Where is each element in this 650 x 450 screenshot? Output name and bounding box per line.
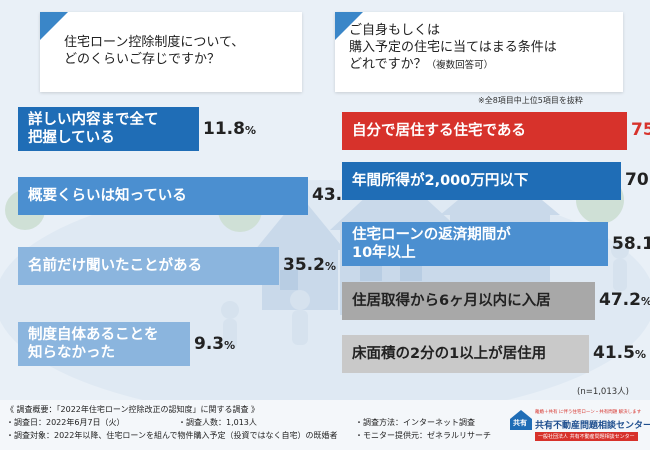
right-question-line3-main: どれですか？ [349,57,427,72]
survey-method: ・調査方法：インターネット調査 [355,418,475,427]
bar-value-label: 58.1% [612,234,650,254]
bar-label: 床面積の2分の1以上が居住用 [352,346,547,362]
question-corner-marker [40,12,68,40]
excerpt-note: ※全8項目中上位5項目を抜粋 [478,96,583,105]
bar-label: 概要くらいは知っている [28,188,187,204]
bar-value-label: 70.2% [625,170,650,190]
survey-overview-title: 《 調査概要：「2022年住宅ローン控除改正の認知度」に関する調査 》 [6,405,260,414]
bar-value-label: 41.5% [593,343,646,363]
left-question-line1: 住宅ローン控除制度について、 [64,35,245,50]
bar-awareness-4 [18,322,190,366]
bar-label: 住宅ローンの返済期間が [352,227,511,243]
bar-label: 年間所得が2,000万円以下 [352,173,529,189]
right-question-line3: どれですか？（複数回答可） [349,56,493,74]
left-question-card: 住宅ローン控除制度について、 どのくらいご存じですか？ [40,12,302,92]
bar-condition-1 [342,112,627,150]
bar-condition-2 [342,162,621,200]
right-question-multi-note: （複数回答可） [426,60,494,71]
right-question-line1: ご自身もしくは [349,23,441,38]
logo-subname: 一般社団法人 共有不動産問題相談センター [535,432,638,441]
sample-size-note: (n=1,013人) [577,387,629,397]
logo-tag: 共有 [513,419,527,427]
bar-value-label: 11.8% [203,119,256,139]
bar-condition-3 [342,222,608,266]
bar-label: 詳しい内容まで全て [28,112,159,128]
bar-value-label: 35.2% [283,255,336,275]
bar-value-label: 47.2% [599,290,650,310]
survey-monitor: ・モニター提供元：ゼネラルリサーチ [355,431,491,440]
bar-label: 把握している [28,130,115,146]
bar-awareness-2 [18,177,308,215]
bar-label: 住居取得から6ヶ月以内に入居 [352,293,551,309]
bar-label: 名前だけ聞いたことがある [28,258,202,274]
logo-house-icon [510,410,532,430]
question-corner-marker [335,12,363,40]
bar-label: 自分で居住する住宅である [352,123,526,139]
bar-value-label: 9.3% [194,334,236,354]
bar-label: 10年以上 [352,245,416,261]
survey-count: ・調査人数：1,013人 [178,418,257,427]
left-question-line2: どのくらいご存じですか？ [64,52,221,67]
right-question-line2: 購入予定の住宅に当てはまる条件は [349,40,557,55]
bar-label: 知らなかった [28,345,115,361]
bar-value-label: 75.3% [631,120,650,140]
center-logo: 共有 離婚＋共有 に伴う住宅ローン・共有問題 解決します 共有不動産問題相談セン… [510,408,650,446]
logo-tagline: 離婚＋共有 に伴う住宅ローン・共有問題 解決します [535,410,642,415]
right-question-card: ご自身もしくは 購入予定の住宅に当てはまる条件は どれですか？（複数回答可） [335,12,623,92]
bar-awareness-3 [18,247,279,285]
bar-awareness-1 [18,107,199,151]
bar-condition-4 [342,282,595,320]
survey-target: ・調査対象：2022年以降、住宅ローンを組んで物件購入予定（投資ではなく自宅）の… [6,431,338,440]
bar-label: 制度自体あることを [28,327,159,343]
survey-date: ・調査日：2022年6月7日（火） [6,418,125,427]
logo-name: 共有不動産問題相談センター [535,421,650,431]
bar-condition-5 [342,335,589,373]
